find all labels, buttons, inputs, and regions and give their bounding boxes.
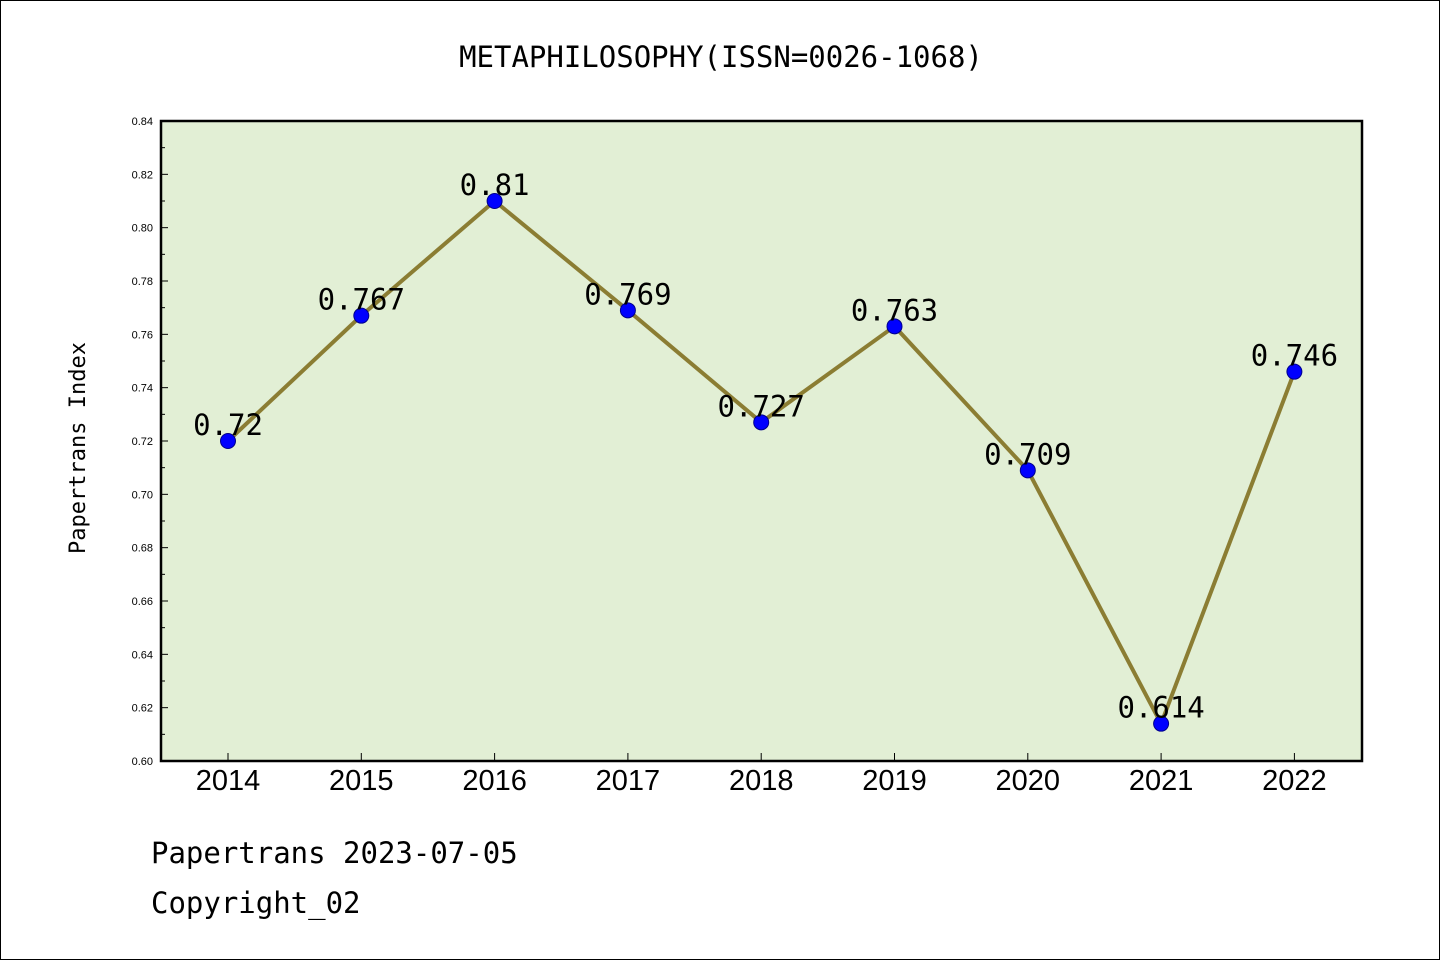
y-tick-label: 0.60 [132,756,153,768]
y-tick-label: 0.64 [132,649,153,661]
data-label: 0.81 [460,168,530,202]
y-tick-label: 0.82 [132,169,153,181]
data-markers [220,193,1303,732]
chart-title: METAPHILOSOPHY(ISSN=0026-1068) [459,40,983,74]
y-tick-label: 0.78 [132,276,153,288]
x-tick-label: 2014 [196,765,261,797]
data-point [353,307,370,324]
data-label: 0.727 [718,389,805,423]
data-label: 0.72 [193,408,263,442]
data-labels: 0.72 0.767 0.81 0.769 0.727 0.763 0.709 0.614 0.… [193,168,1338,725]
y-tick-label: 0.72 [132,436,153,448]
footer-date-text: Papertrans 2023-07-05 [151,836,518,870]
data-label: 0.767 [318,283,405,317]
x-axis-ticks: 2014 2015 2016 2017 2018 2019 2020 2021 2022 [196,753,1327,797]
data-point [753,414,770,431]
data-point [220,433,236,449]
data-point [619,302,636,319]
data-point [1019,462,1036,479]
y-tick-label: 0.68 [132,543,153,555]
y-axis-label: Papertrans Index [66,342,91,554]
data-label: 0.763 [851,293,938,327]
x-tick-label: 2015 [329,765,394,797]
data-label: 0.709 [984,437,1071,471]
y-tick-label: 0.80 [132,223,153,235]
data-point [486,193,503,209]
y-tick-label: 0.62 [132,703,153,715]
data-point [886,318,903,335]
y-tick-label: 0.66 [132,596,153,608]
x-tick-label: 2020 [996,765,1061,797]
data-label: 0.769 [584,277,671,311]
data-point [1286,363,1303,380]
y-tick-label: 0.70 [132,489,153,501]
data-label: 0.746 [1251,339,1338,373]
x-tick-label: 2017 [596,765,661,797]
data-label: 0.614 [1117,691,1204,725]
y-axis-ticks: 0.60 0.62 0.64 0.66 0.68 0.70 0.72 0.74 0.76 0.78… [132,116,168,768]
x-tick-label: 2018 [729,765,794,797]
y-tick-label: 0.74 [132,383,153,395]
x-tick-label: 2016 [462,765,527,797]
x-tick-label: 2019 [862,765,927,797]
data-point [1153,715,1170,732]
x-tick-label: 2022 [1262,765,1327,797]
y-tick-label: 0.84 [132,116,153,128]
x-tick-label: 2021 [1129,765,1194,797]
footer-copyright-text: Copyright_02 [151,886,361,920]
y-tick-label: 0.76 [132,329,153,341]
plot-area [159,119,1364,763]
